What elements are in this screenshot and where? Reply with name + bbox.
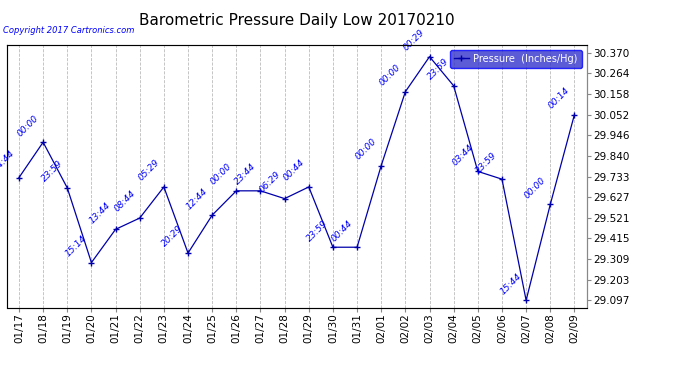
- Text: 23:59: 23:59: [475, 150, 499, 175]
- Text: 23:59: 23:59: [40, 159, 64, 184]
- Text: 00:44: 00:44: [282, 158, 306, 183]
- Text: 23:59: 23:59: [306, 218, 330, 243]
- Text: 03:44: 03:44: [451, 142, 475, 167]
- Text: 15:14: 15:14: [64, 234, 88, 258]
- Text: 00:44: 00:44: [330, 218, 354, 243]
- Text: 00:00: 00:00: [523, 176, 547, 200]
- Text: 06:29: 06:29: [257, 170, 282, 195]
- Text: 00:00: 00:00: [209, 162, 233, 187]
- Text: 23:59: 23:59: [426, 57, 451, 82]
- Text: 15:44: 15:44: [499, 272, 523, 296]
- Text: 20:29: 20:29: [161, 224, 185, 249]
- Text: 00:00: 00:00: [378, 63, 402, 87]
- Text: 13:44: 13:44: [88, 200, 112, 225]
- Text: 00:00: 00:00: [354, 136, 378, 161]
- Text: 00:29: 00:29: [402, 28, 426, 53]
- Text: 12:44: 12:44: [185, 186, 209, 211]
- Text: 00:00: 00:00: [16, 113, 40, 138]
- Text: Barometric Pressure Daily Low 20170210: Barometric Pressure Daily Low 20170210: [139, 13, 455, 28]
- Text: 05:29: 05:29: [137, 158, 161, 183]
- Text: 04:44: 04:44: [0, 149, 16, 174]
- Text: 23:44: 23:44: [233, 162, 257, 187]
- Text: Copyright 2017 Cartronics.com: Copyright 2017 Cartronics.com: [3, 26, 135, 35]
- Text: 08:44: 08:44: [112, 189, 137, 214]
- Text: 00:14: 00:14: [547, 86, 571, 111]
- Legend: Pressure  (Inches/Hg): Pressure (Inches/Hg): [450, 50, 582, 68]
